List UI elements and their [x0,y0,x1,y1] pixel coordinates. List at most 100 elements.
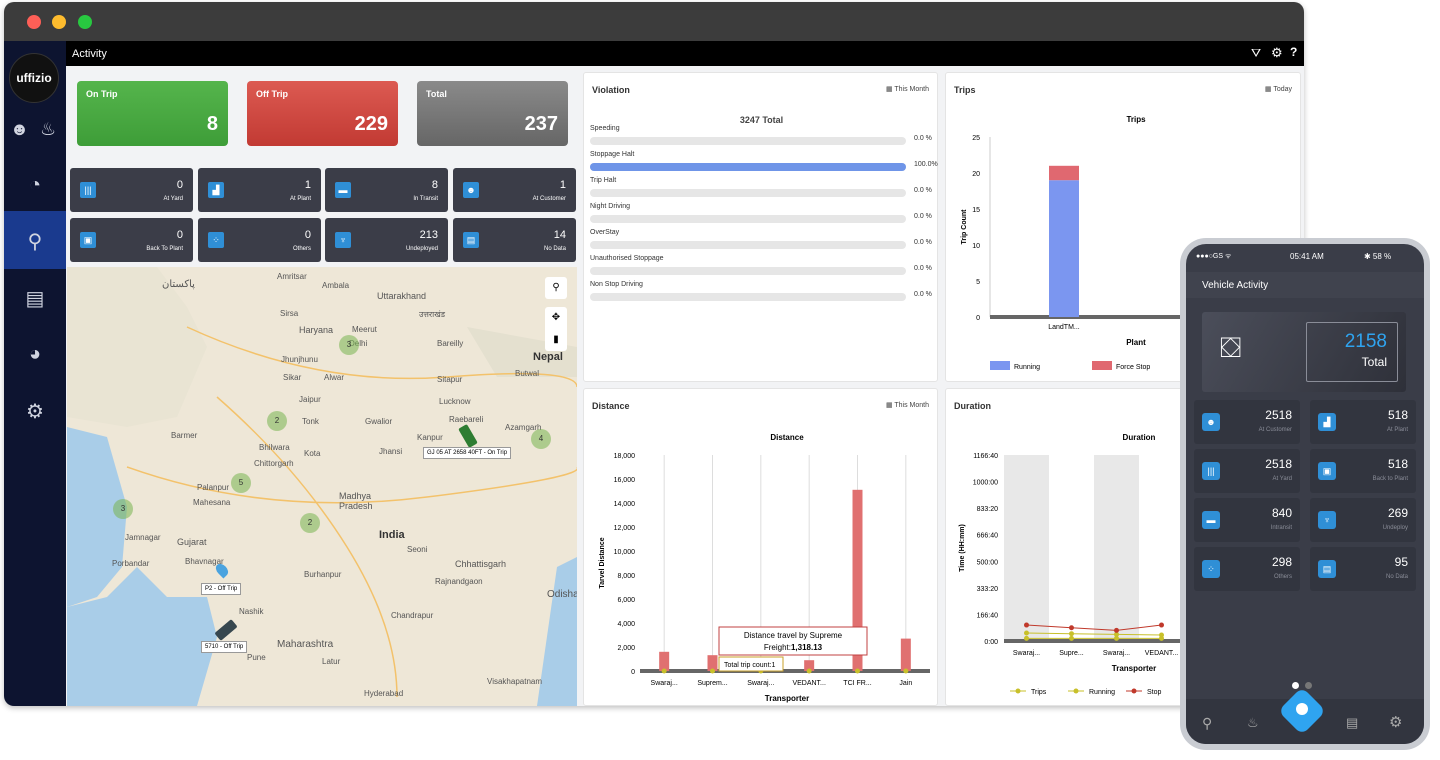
map-label: پاکستان [162,279,195,290]
map-label: Chittorgarh [254,459,294,468]
stat-in-transit[interactable]: ▬ 8 In Transit [325,168,448,212]
bell-icon[interactable]: ♨ [1247,715,1259,730]
gear-icon[interactable]: ⚙ [1389,714,1403,731]
page-dot-active[interactable] [1292,682,1299,689]
series-line [1026,624,1162,631]
violation-period[interactable]: ▦ This Month [885,86,929,93]
others-icon: ⁘ [208,232,224,248]
map-cluster[interactable]: 2 [267,411,287,431]
map-label: Lucknow [439,397,471,406]
violation-value: 0.0 % [914,187,932,194]
map-label: Amritsar [277,272,307,281]
map-cluster[interactable]: 3 [339,335,359,355]
violation-label: OverStay [590,229,620,236]
settings-icon[interactable]: ⚙ [26,401,44,423]
stat-others[interactable]: ⁘ 0 Others [198,218,321,262]
phone-stat-card[interactable]: ▤ 95 No Data [1310,547,1416,591]
sidebar: uffizio ☻ ♨ ◔ ⚲ ▤ ◕ ⚙ [4,41,66,706]
map-cluster[interactable]: 2 [300,513,320,533]
stat-back-to-plant[interactable]: ▣ 0 Back To Plant [70,218,193,262]
stat-undeployed[interactable]: ♆ 213 Undeployed [325,218,448,262]
top-bar: Activity ⛛ ⚙ ? [4,41,1304,66]
phone-bottom-nav: ⚲ ♨ ▤ ⚙ [1186,686,1424,744]
map-label: Uttarakhand [377,291,427,301]
map-label: Sikar [283,373,302,382]
map-label: Bhilwara [259,443,290,452]
location-icon[interactable]: ⚲ [1202,715,1213,731]
location-icon[interactable]: ⚲ [27,231,43,253]
close-window-button[interactable] [27,15,41,29]
phone-total-card[interactable]: ⛋ 2158 Total [1202,312,1406,392]
legend-marker [1073,688,1079,694]
map-label: Hyderabad [364,689,404,698]
map-cluster[interactable]: 4 [531,429,551,449]
map-cluster[interactable]: 5 [231,473,251,493]
off-trip-card[interactable]: Off Trip 229 [247,81,398,146]
legend-marker [1131,688,1137,694]
phone-stat-card[interactable]: ☻ 2518 At Customer [1194,400,1300,444]
on-trip-card[interactable]: On Trip 8 [77,81,228,146]
y-tick-label: 15 [972,207,980,214]
map[interactable]: پاکستان Amritsar Ambala Uttarakhand Sirs… [67,267,577,706]
total-card[interactable]: Total 237 [417,81,568,146]
violation-row[interactable]: Trip Halt 0.0 % [590,177,932,197]
off-trip-label: Off Trip [256,89,288,99]
phone-stat-card[interactable]: ||| 2518 At Yard [1194,449,1300,493]
stat-icon: ▟ [1318,413,1336,431]
violation-row[interactable]: Unauthorised Stoppage 0.0 % [590,255,932,275]
y-tick-label: 10,000 [614,549,636,556]
map-tools[interactable]: ✥ ▮ [545,307,567,351]
dashboard-icon[interactable]: ◔ [28,174,42,196]
y-tick-label: 6,000 [617,597,635,604]
stat-at-customer[interactable]: ☻ 1 At Customer [453,168,576,212]
trips-period[interactable]: ▦ Today [1264,86,1292,93]
phone-stat-card[interactable]: ▟ 518 At Plant [1310,400,1416,444]
stat-icon: ▤ [1318,560,1336,578]
minimize-window-button[interactable] [52,15,66,29]
y-tick-label: 0:00 [984,639,998,646]
maximize-window-button[interactable] [78,15,92,29]
map-label: Mahesana [193,498,231,507]
vehicle-label: GJ 05 AT 2658 40FT - On Trip [423,447,512,459]
phone-battery: ✱ 58 % [1364,252,1392,261]
violation-row[interactable]: Stoppage Halt 100.0% [590,151,938,171]
phone-stat-card[interactable]: ⁘ 298 Others [1194,547,1300,591]
violation-row[interactable]: Night Driving 0.0 % [590,203,932,223]
data-point [661,668,667,674]
filter-icon[interactable]: ⛛ [1251,46,1262,60]
stat-no-data[interactable]: ▤ 14 No Data [453,218,576,262]
tooltip-line2: Freight:1,318.13 [764,643,823,652]
violation-row[interactable]: Non Stop Driving 0.0 % [590,281,932,301]
phone-stat-card[interactable]: ♆ 269 Undeploy [1310,498,1416,542]
phone-stat-value: 2518 [1265,457,1292,471]
map-label: Palanpur [197,483,230,492]
map-label: Odisha [547,589,577,600]
violation-row[interactable]: OverStay 0.0 % [590,229,932,249]
violation-row[interactable]: Speeding 0.0 % [590,125,932,145]
gear-icon[interactable]: ⚙ [1271,45,1283,60]
report-icon[interactable]: ▤ [25,288,45,310]
map-search-button[interactable]: ⚲ [545,277,567,299]
x-tick-label: Supre... [1059,650,1084,657]
stat-at-plant[interactable]: ▟ 1 At Plant [198,168,321,212]
map-cluster[interactable]: 3 [113,499,133,519]
x-tick-label: Suprem... [697,680,727,687]
distance-period[interactable]: ▦ This Month [885,402,929,409]
phone-time: 05:41 AM [1290,252,1324,261]
bell-icon[interactable]: ♨ [40,119,57,139]
map-label: Kota [304,449,321,458]
report-icon[interactable]: ▤ [1346,715,1359,730]
stat-at-yard[interactable]: ||| 0 At Yard [70,168,193,212]
phone-stat-card[interactable]: ▬ 840 Intransit [1194,498,1300,542]
violation-value: 0.0 % [914,291,932,298]
distance-bar [900,638,911,671]
phone-stat-card[interactable]: ▣ 518 Back to Plant [1310,449,1416,493]
x-tick-label: Swaraj... [1103,650,1130,657]
period-text: This Month [894,86,929,93]
chart-icon[interactable]: ◕ [28,343,42,365]
page-dot[interactable] [1305,682,1312,689]
distance-panel: Distance ▦ This Month Distance 18,000 16,0… [583,388,938,706]
user-icon[interactable]: ☻ [10,119,29,139]
help-icon[interactable]: ? [1290,45,1298,59]
x-axis [1004,639,1184,643]
